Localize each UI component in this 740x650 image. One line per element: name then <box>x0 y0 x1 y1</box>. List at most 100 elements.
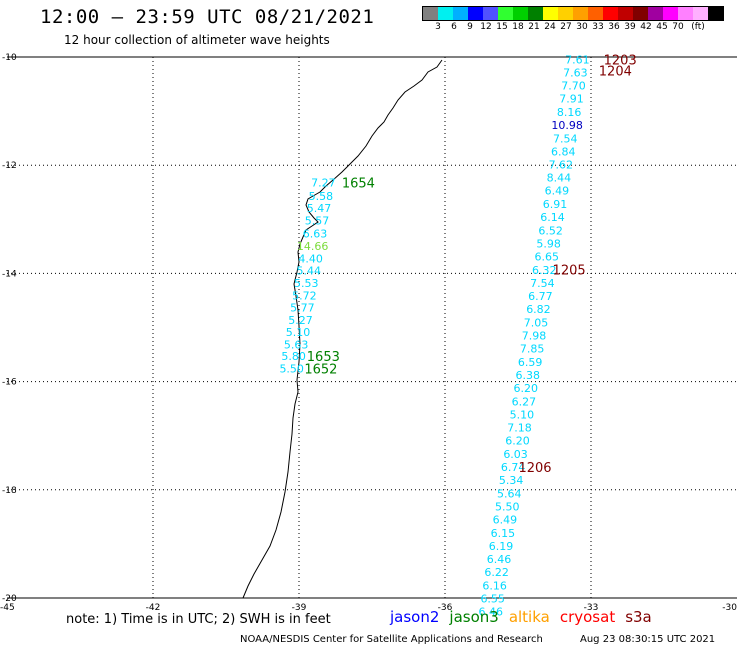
latitude-tick-label: -18 <box>2 486 17 496</box>
pass-time-label: 1204 <box>599 65 632 80</box>
wave-height-label: 6.63 <box>303 227 328 240</box>
credit-footer: NOAA/NESDIS Center for Satellite Applica… <box>240 634 543 645</box>
wave-height-label: 6.84 <box>551 146 576 159</box>
wave-height-label: 4.40 <box>298 252 323 265</box>
longitude-tick-label: -30 <box>722 603 737 613</box>
pass-time-label: 1653 <box>307 350 340 365</box>
wave-height-label: 5.50 <box>495 501 520 514</box>
color-scale-label: 15 <box>496 22 508 32</box>
color-swatch <box>513 7 528 20</box>
color-scale-label: (ft) <box>691 22 705 32</box>
wave-height-label: 5.10 <box>510 409 535 422</box>
color-swatch <box>663 7 678 20</box>
wave-height-label: 6.16 <box>482 580 507 593</box>
wave-height-label: 6.49 <box>545 185 570 198</box>
wave-height-label: 7.63 <box>563 67 588 80</box>
wave-height-label: 7.54 <box>530 277 555 290</box>
color-swatch <box>573 7 588 20</box>
latitude-tick-label: -20 <box>2 594 17 604</box>
wave-height-label: 6.38 <box>515 369 540 382</box>
wave-height-label: 14.66 <box>297 240 329 253</box>
color-scale-label: 42 <box>640 22 652 32</box>
wave-height-label: 6.59 <box>518 356 543 369</box>
color-scale-label: 3 <box>435 22 441 32</box>
wave-height-label: 7.91 <box>559 93 584 106</box>
color-scale-label: 36 <box>608 22 620 32</box>
wave-height-label: 6.15 <box>491 527 516 540</box>
map-title: 12:00 – 23:59 UTC 08/21/2021 <box>40 6 375 28</box>
wave-height-label: 5.44 <box>296 265 321 278</box>
pass-time-label: 1652 <box>304 363 337 378</box>
wave-height-label: 6.74 <box>501 461 526 474</box>
wave-height-label: 6.32 <box>532 264 557 277</box>
color-swatch <box>483 7 498 20</box>
wave-height-label: 6.49 <box>493 514 518 527</box>
pass-time-label: 1654 <box>342 177 375 192</box>
pass-time-label: 1206 <box>518 461 551 476</box>
color-swatch <box>648 7 663 20</box>
wave-height-label: 7.61 <box>565 54 590 67</box>
color-scale-label: 39 <box>624 22 636 32</box>
color-scale-label: 45 <box>656 22 668 32</box>
wave-height-label: 5.57 <box>305 214 330 227</box>
color-scale-label: 9 <box>467 22 473 32</box>
legend-item: altika <box>508 608 550 626</box>
legend-item: cryosat <box>559 608 616 626</box>
latitude-tick-label: -14 <box>2 269 17 279</box>
latitude-tick-label: -10 <box>2 53 17 63</box>
longitude-tick-label: -45 <box>0 603 15 613</box>
legend-item: jason2 <box>390 608 440 626</box>
wave-height-label: 5.72 <box>292 290 317 303</box>
color-swatch <box>453 7 468 20</box>
wave-height-label: 7.62 <box>549 159 574 172</box>
wave-height-label: 6.52 <box>538 225 563 238</box>
color-scale-label: 27 <box>560 22 572 32</box>
wave-height-label: 5.53 <box>294 277 319 290</box>
color-swatch <box>603 7 618 20</box>
wave-height-label: 5.63 <box>284 338 309 351</box>
wave-height-label: 7.98 <box>522 330 547 343</box>
longitude-tick-label: -33 <box>584 603 599 613</box>
wave-height-label: 6.77 <box>528 290 553 303</box>
wave-height-label: 6.19 <box>489 540 514 553</box>
generated-timestamp: Aug 23 08:30:15 UTC 2021 <box>580 634 716 645</box>
wave-height-label: 6.46 <box>478 606 503 619</box>
wave-height-label: 5.10 <box>286 326 311 339</box>
latitude-tick-label: -16 <box>2 378 17 388</box>
wave-height-label: 5.34 <box>499 474 524 487</box>
color-scale-labels: 3 6 9 12 15 18 21 24 27 30 33 36 39 42 45 70 (ft) <box>422 22 740 34</box>
color-scale-label: 21 <box>528 22 540 32</box>
wave-height-label: 8.44 <box>547 172 572 185</box>
axis-labels: -10 -12 -14 -16 -18 -20-45 -42 -39 -36 -33 -30 <box>0 53 737 613</box>
wave-height-label: 6.27 <box>512 396 537 409</box>
wave-height-label: 7.18 <box>507 422 532 435</box>
wave-height-label: 6.03 <box>503 448 528 461</box>
wave-height-label: 7.27 <box>311 177 336 190</box>
color-scale-label: 6 <box>451 22 457 32</box>
wave-height-label: 7.05 <box>524 317 549 330</box>
wave-height-label: 6.55 <box>480 593 505 606</box>
wave-height-labels: 7.275.585.475.576.6314.664.405.445.535.7… <box>279 54 589 619</box>
wave-height-label: 6.46 <box>487 553 512 566</box>
color-swatch <box>423 7 438 20</box>
longitude-tick-label: -42 <box>146 603 161 613</box>
map-frame <box>7 56 737 599</box>
color-swatch <box>618 7 633 20</box>
color-scale-label: 33 <box>592 22 604 32</box>
wave-height-label: 5.98 <box>536 238 561 251</box>
wave-height-label: 5.64 <box>497 488 522 501</box>
wave-height-label: 8.16 <box>557 106 582 119</box>
wave-height-label: 6.20 <box>514 382 539 395</box>
map-subtitle: 12 hour collection of altimeter wave hei… <box>64 33 330 47</box>
wave-height-label: 6.20 <box>505 435 530 448</box>
color-swatch <box>528 7 543 20</box>
color-swatch <box>438 7 453 20</box>
color-scale-label: 12 <box>480 22 492 32</box>
wave-height-label: 6.14 <box>540 211 565 224</box>
color-swatch <box>543 7 558 20</box>
wave-height-label: 5.77 <box>290 301 315 314</box>
wave-height-label: 5.27 <box>288 314 313 327</box>
